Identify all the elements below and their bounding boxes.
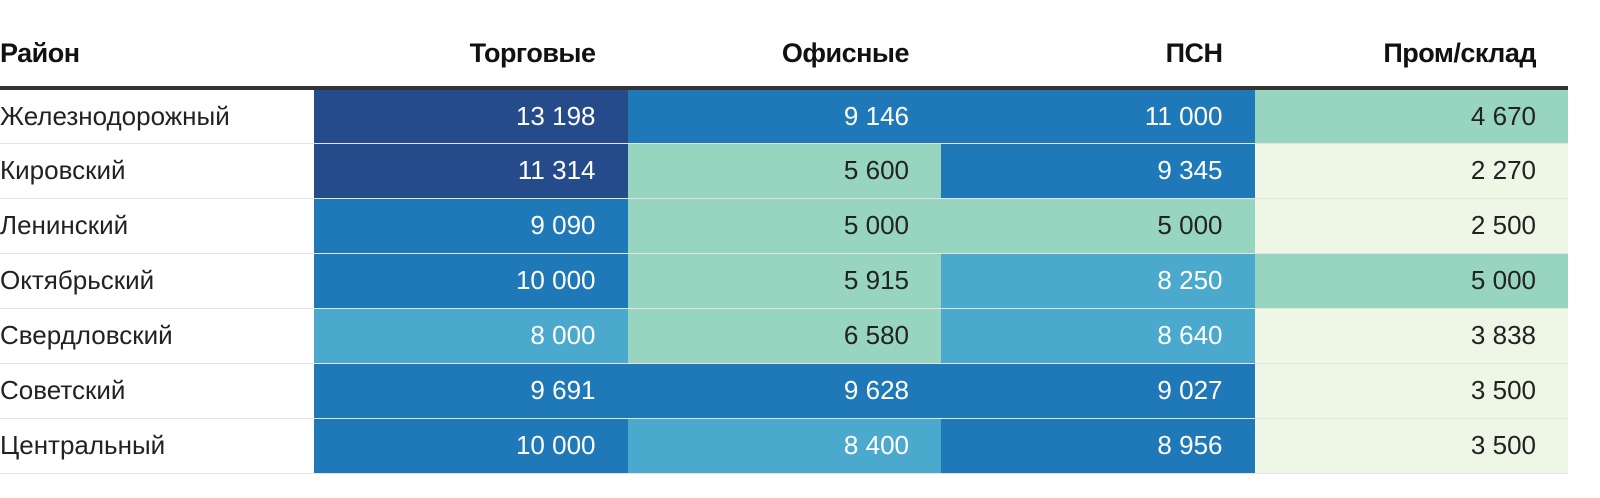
heatmap-cell: 9 146 <box>627 88 941 143</box>
table-row: Ленинский 9 090 5 000 5 000 2 500 <box>0 198 1568 253</box>
heatmap-cell: 2 270 <box>1254 143 1568 198</box>
header-psn: ПСН <box>1165 37 1223 68</box>
header-retail: Торговые <box>469 37 596 68</box>
header-district: Район <box>0 37 80 68</box>
heatmap-cell: 8 400 <box>627 418 941 473</box>
heatmap-cell: 11 000 <box>941 88 1255 143</box>
heatmap-cell: 8 000 <box>314 308 628 363</box>
heatmap-cell: 5 000 <box>941 198 1255 253</box>
table-row: Свердловский 8 000 6 580 8 640 3 838 <box>0 308 1568 363</box>
header-industrial-warehouse: Пром/склад <box>1383 37 1536 68</box>
heatmap-cell: 3 838 <box>1254 308 1568 363</box>
row-label: Железнодорожный <box>0 88 314 143</box>
row-label: Ленинский <box>0 198 314 253</box>
heatmap-cell: 3 500 <box>1254 418 1568 473</box>
heatmap-cell: 8 250 <box>941 253 1255 308</box>
heatmap-cell: 11 314 <box>314 143 628 198</box>
table-row: Октябрьский 10 000 5 915 8 250 5 000 <box>0 253 1568 308</box>
heatmap-cell: 2 500 <box>1254 198 1568 253</box>
heatmap-cell: 5 000 <box>627 198 941 253</box>
heatmap-cell: 6 580 <box>627 308 941 363</box>
heatmap-cell: 3 500 <box>1254 363 1568 418</box>
row-label: Центральный <box>0 418 314 473</box>
heatmap-cell: 8 640 <box>941 308 1255 363</box>
row-label: Советский <box>0 363 314 418</box>
row-label: Октябрьский <box>0 253 314 308</box>
heatmap-cell: 5 000 <box>1254 253 1568 308</box>
heatmap-cell: 5 600 <box>627 143 941 198</box>
table-row: Советский 9 691 9 628 9 027 3 500 <box>0 363 1568 418</box>
heatmap-cell: 4 670 <box>1254 88 1568 143</box>
heatmap-cell: 10 000 <box>314 253 628 308</box>
heatmap-table: Район Торговые Офисные ПСН Пром/склад Же… <box>0 20 1568 474</box>
heatmap-cell: 8 956 <box>941 418 1255 473</box>
heatmap-cell: 9 345 <box>941 143 1255 198</box>
row-label: Кировский <box>0 143 314 198</box>
heatmap-cell: 13 198 <box>314 88 628 143</box>
heatmap-cell: 9 628 <box>627 363 941 418</box>
heatmap-cell: 9 090 <box>314 198 628 253</box>
header-row: Район Торговые Офисные ПСН Пром/склад <box>0 20 1568 88</box>
table-row: Железнодорожный 13 198 9 146 11 000 4 670 <box>0 88 1568 143</box>
header-office: Офисные <box>781 37 910 68</box>
heatmap-cell: 9 027 <box>941 363 1255 418</box>
row-label: Свердловский <box>0 308 314 363</box>
table-row: Кировский 11 314 5 600 9 345 2 270 <box>0 143 1568 198</box>
heatmap-cell: 10 000 <box>314 418 628 473</box>
table-body: Железнодорожный 13 198 9 146 11 000 4 670 Кир… <box>0 88 1568 473</box>
heatmap-cell: 9 691 <box>314 363 628 418</box>
table-row: Центральный 10 000 8 400 8 956 3 500 <box>0 418 1568 473</box>
heatmap-cell: 5 915 <box>627 253 941 308</box>
